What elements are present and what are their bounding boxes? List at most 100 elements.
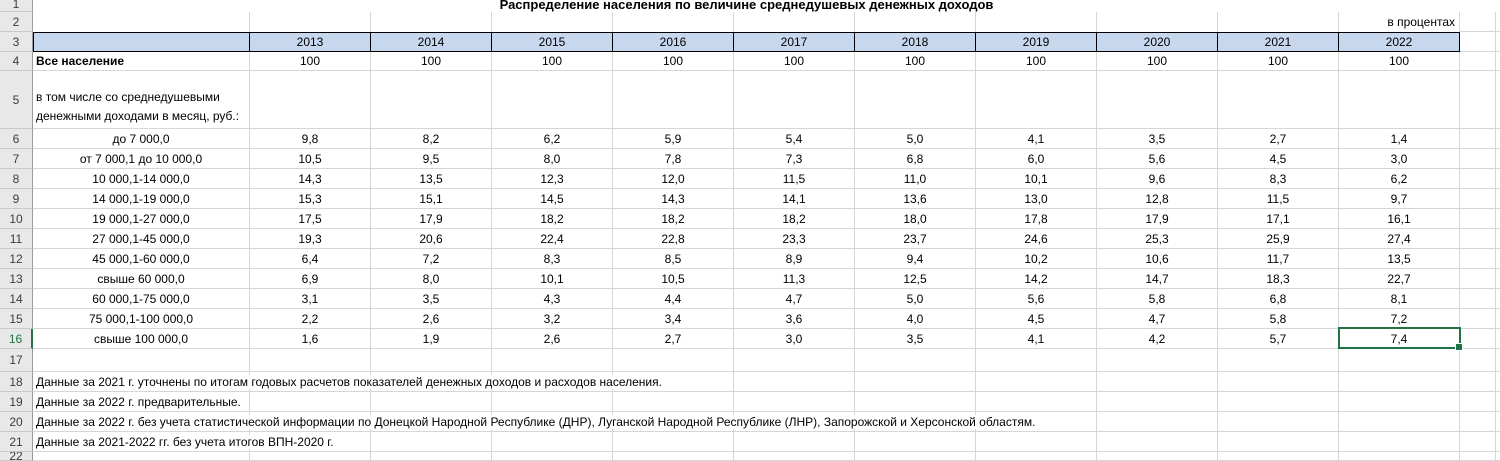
cell[interactable] <box>1460 32 1496 52</box>
value-cell[interactable]: 10,6 <box>1097 249 1218 269</box>
value-cell[interactable]: 18,2 <box>613 209 734 229</box>
cell[interactable] <box>855 432 976 452</box>
row-number[interactable]: 2 <box>0 12 33 32</box>
cell[interactable] <box>1496 249 1500 269</box>
cell[interactable] <box>1460 269 1496 289</box>
cell[interactable] <box>371 452 492 461</box>
cell[interactable] <box>1460 129 1496 149</box>
row-number[interactable]: 20 <box>0 412 33 432</box>
income-label-cell[interactable]: 75 000,1-100 000,0 <box>33 309 250 329</box>
value-cell[interactable] <box>1097 71 1218 129</box>
cell[interactable] <box>1097 12 1218 32</box>
cell[interactable] <box>1218 12 1339 32</box>
value-cell[interactable]: 100 <box>976 52 1097 71</box>
cell[interactable] <box>1460 412 1496 432</box>
units-note[interactable]: в процентах <box>1339 12 1460 32</box>
value-cell[interactable]: 11,0 <box>855 169 976 189</box>
cell[interactable] <box>1496 52 1500 71</box>
value-cell[interactable]: 6,9 <box>250 269 371 289</box>
cell[interactable] <box>1460 71 1496 129</box>
value-cell[interactable]: 4,2 <box>1097 329 1218 349</box>
value-cell[interactable]: 100 <box>613 52 734 71</box>
row-number[interactable]: 11 <box>0 229 33 249</box>
row-number[interactable]: 10 <box>0 209 33 229</box>
value-cell[interactable]: 25,9 <box>1218 229 1339 249</box>
cell[interactable] <box>976 452 1097 461</box>
income-label-cell[interactable]: 10 000,1-14 000,0 <box>33 169 250 189</box>
row-number[interactable]: 12 <box>0 249 33 269</box>
value-cell[interactable]: 2,6 <box>371 309 492 329</box>
cell[interactable] <box>1339 372 1460 392</box>
value-cell[interactable]: 4,7 <box>734 289 855 309</box>
cell[interactable] <box>1496 349 1500 372</box>
cell[interactable] <box>250 452 371 461</box>
cell[interactable] <box>1496 32 1500 52</box>
value-cell[interactable]: 3,5 <box>371 289 492 309</box>
cell[interactable] <box>492 392 613 412</box>
cell[interactable] <box>855 392 976 412</box>
cell[interactable] <box>371 432 492 452</box>
value-cell[interactable]: 18,3 <box>1218 269 1339 289</box>
value-cell[interactable]: 17,8 <box>976 209 1097 229</box>
cell[interactable] <box>1339 432 1460 452</box>
row-number[interactable]: 21 <box>0 432 33 452</box>
year-header-cell[interactable]: 2015 <box>492 32 613 52</box>
value-cell[interactable]: 6,2 <box>492 129 613 149</box>
row-number[interactable]: 4 <box>0 52 33 71</box>
value-cell[interactable]: 18,0 <box>855 209 976 229</box>
cell[interactable] <box>613 432 734 452</box>
cell[interactable] <box>1218 372 1339 392</box>
value-cell[interactable]: 14,1 <box>734 189 855 209</box>
value-cell[interactable]: 11,5 <box>1218 189 1339 209</box>
cell[interactable] <box>1496 269 1500 289</box>
cell[interactable] <box>613 452 734 461</box>
row-number[interactable]: 8 <box>0 169 33 189</box>
value-cell[interactable]: 6,8 <box>855 149 976 169</box>
cell[interactable] <box>1460 249 1496 269</box>
cell[interactable] <box>492 452 613 461</box>
cell[interactable] <box>1218 452 1339 461</box>
value-cell[interactable]: 7,2 <box>1339 309 1460 329</box>
income-label-cell[interactable]: свыше 60 000,0 <box>33 269 250 289</box>
value-cell[interactable]: 5,7 <box>1218 329 1339 349</box>
income-label-cell[interactable]: 45 000,1-60 000,0 <box>33 249 250 269</box>
year-header-cell[interactable]: 2020 <box>1097 32 1218 52</box>
cell[interactable] <box>1460 52 1496 71</box>
cell[interactable] <box>1496 329 1500 349</box>
value-cell[interactable]: 8,9 <box>734 249 855 269</box>
value-cell[interactable]: 24,6 <box>976 229 1097 249</box>
value-cell[interactable]: 15,1 <box>371 189 492 209</box>
value-cell[interactable] <box>855 71 976 129</box>
cell[interactable] <box>33 452 250 461</box>
cell[interactable] <box>976 392 1097 412</box>
value-cell[interactable]: 6,8 <box>1218 289 1339 309</box>
value-cell[interactable] <box>976 71 1097 129</box>
cell[interactable] <box>371 349 492 372</box>
value-cell[interactable]: 18,2 <box>734 209 855 229</box>
value-cell[interactable]: 9,7 <box>1339 189 1460 209</box>
value-cell[interactable] <box>734 71 855 129</box>
value-cell[interactable]: 25,3 <box>1097 229 1218 249</box>
value-cell[interactable]: 100 <box>1097 52 1218 71</box>
cell[interactable] <box>976 412 1097 432</box>
value-cell[interactable]: 17,9 <box>371 209 492 229</box>
income-label-cell[interactable]: до 7 000,0 <box>33 129 250 149</box>
cell[interactable] <box>371 392 492 412</box>
income-label-cell[interactable]: 27 000,1-45 000,0 <box>33 229 250 249</box>
cell[interactable] <box>1496 412 1500 432</box>
value-cell[interactable]: 13,6 <box>855 189 976 209</box>
cell[interactable] <box>1460 229 1496 249</box>
value-cell[interactable]: 3,0 <box>734 329 855 349</box>
cell[interactable] <box>1496 169 1500 189</box>
value-cell[interactable]: 5,6 <box>1097 149 1218 169</box>
income-label-cell[interactable]: от 7 000,1 до 10 000,0 <box>33 149 250 169</box>
cell[interactable] <box>1097 452 1218 461</box>
cell[interactable] <box>1496 149 1500 169</box>
cell[interactable] <box>1460 209 1496 229</box>
value-cell[interactable]: 17,9 <box>1097 209 1218 229</box>
value-cell[interactable]: 16,1 <box>1339 209 1460 229</box>
value-cell[interactable]: 5,6 <box>976 289 1097 309</box>
cell[interactable] <box>492 12 613 32</box>
value-cell[interactable]: 12,5 <box>855 269 976 289</box>
cell[interactable] <box>1496 372 1500 392</box>
